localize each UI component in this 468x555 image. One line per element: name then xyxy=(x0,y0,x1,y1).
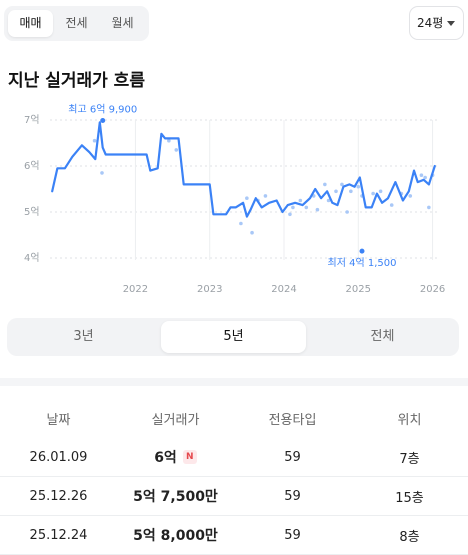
scatter-point xyxy=(323,182,327,187)
max-point xyxy=(100,117,106,123)
x-tick-label: 2025 xyxy=(346,284,371,295)
scatter-point xyxy=(408,194,413,198)
chevron-down-icon xyxy=(447,21,455,26)
header-date: 날짜 xyxy=(46,412,71,428)
trade-type-tabs: 매매 전세 월세 xyxy=(4,6,149,41)
scatter-point xyxy=(334,189,338,194)
row-date: 25.12.24 xyxy=(29,527,88,543)
y-tick-label: 7억 xyxy=(24,114,40,126)
scatter-point xyxy=(167,138,171,143)
row-floor: 7층 xyxy=(399,451,420,467)
max-annotation: 최고 6억 9,900 xyxy=(68,103,137,115)
scatter-point xyxy=(423,175,427,180)
row-date: 26.01.09 xyxy=(29,449,88,465)
scatter-point xyxy=(174,148,179,152)
row-price: 6억 xyxy=(154,450,177,466)
tab-monthly-rent[interactable]: 월세 xyxy=(111,16,134,30)
size-select[interactable]: 24평 xyxy=(409,6,464,40)
section-divider xyxy=(0,378,468,386)
x-tick-label: 2026 xyxy=(420,284,445,295)
price-trend-line xyxy=(51,121,436,218)
row-price-cell: 5억 8,000만 xyxy=(117,516,234,554)
row-area-type: 59 xyxy=(284,527,301,543)
row-price: 5억 7,500만 xyxy=(133,489,218,505)
scatter-point xyxy=(239,221,243,226)
scatter-point xyxy=(288,212,292,217)
row-price-cell: 5억 7,500만 xyxy=(117,477,234,515)
scatter-point xyxy=(92,138,97,143)
y-tick-label: 4억 xyxy=(24,252,40,264)
row-floor: 15층 xyxy=(395,490,424,506)
scatter-point xyxy=(304,205,309,210)
table-row[interactable]: 25.12.26 5억 7,500만 59 15층 xyxy=(0,477,468,516)
size-select-value: 24평 xyxy=(417,16,444,30)
min-annotation: 최저 4억 1,500 xyxy=(328,257,397,269)
row-date: 25.12.26 xyxy=(29,488,88,504)
scatter-point xyxy=(298,198,303,203)
min-point xyxy=(359,248,365,254)
scatter-point xyxy=(291,205,295,210)
scatter-point xyxy=(378,189,383,194)
transaction-table: 날짜 실거래가 전용타입 위치 26.01.09 6억 N 59 7층 25.1… xyxy=(0,398,468,555)
scatter-point xyxy=(419,173,424,177)
x-tick-label: 2024 xyxy=(271,284,296,295)
scatter-point xyxy=(250,230,254,235)
scatter-point xyxy=(356,184,361,189)
scatter-point xyxy=(389,203,394,207)
period-tabs: 3년 5년 전체 xyxy=(7,318,459,356)
tab-5-years[interactable]: 5년 xyxy=(161,321,306,353)
scatter-point xyxy=(100,171,104,175)
y-tick-label: 5억 xyxy=(24,206,40,218)
row-price-cell: 6억 N xyxy=(117,438,234,476)
scatter-point xyxy=(315,207,320,212)
table-row[interactable]: 26.01.09 6억 N 59 7층 xyxy=(0,438,468,477)
scatter-point xyxy=(245,196,249,200)
scatter-point xyxy=(349,189,353,194)
scatter-point xyxy=(263,194,268,198)
scatter-point xyxy=(427,205,431,210)
header-area-type: 전용타입 xyxy=(268,412,317,428)
row-price: 5억 8,000만 xyxy=(133,528,218,544)
tab-all[interactable]: 전체 xyxy=(370,329,395,344)
x-tick-label: 2023 xyxy=(197,284,222,295)
row-area-type: 59 xyxy=(284,488,301,504)
table-header: 날짜 실거래가 전용타입 위치 xyxy=(0,398,468,438)
tab-jeonse[interactable]: 전세 xyxy=(65,16,88,30)
scatter-point xyxy=(340,182,344,187)
row-floor: 8층 xyxy=(399,529,420,545)
x-tick-label: 2022 xyxy=(123,284,148,295)
chart-title: 지난 실거래가 흐름 xyxy=(8,71,145,91)
header-floor: 위치 xyxy=(397,412,422,428)
price-trend-chart: 7억 6억 5억 4억 2022 2023 2024 2025 2026 최고 6억 9,900 최… xyxy=(24,103,445,295)
new-badge: N xyxy=(182,450,197,464)
table-row[interactable]: 25.12.24 5억 8,000만 59 8층 xyxy=(0,516,468,555)
scatter-point xyxy=(326,198,331,203)
tab-sale[interactable]: 매매 xyxy=(8,10,53,37)
y-tick-label: 6억 xyxy=(24,160,40,172)
scatter-point xyxy=(371,191,375,196)
tab-3-years[interactable]: 3년 xyxy=(73,329,94,344)
header-price: 실거래가 xyxy=(151,412,200,428)
scatter-point xyxy=(345,210,349,214)
row-area-type: 59 xyxy=(284,449,301,465)
